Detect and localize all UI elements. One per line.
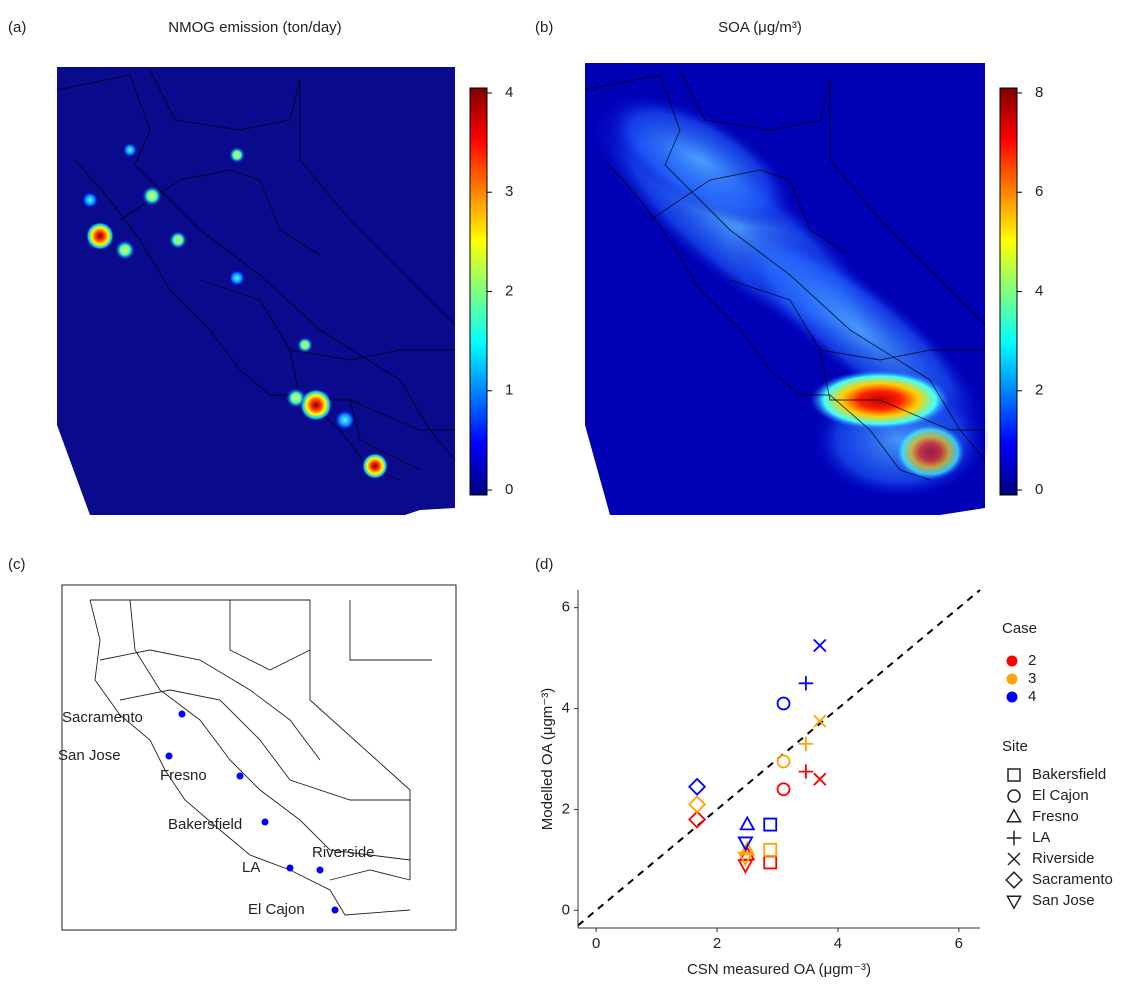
site-marker [261,818,269,826]
colorbar [999,87,1018,496]
y-tick-label: 0 [562,901,570,918]
site-marker [331,906,339,914]
colorbar-tick-label: 0 [1035,481,1043,498]
y-tick-label: 2 [562,800,570,817]
x-axis-label: CSN measured OA (μgm⁻³) [687,961,871,978]
x-tick-label: 0 [592,935,600,952]
point [688,810,707,829]
site-label: El Cajon [248,901,305,918]
colorbar-tick-label: 4 [505,84,513,101]
colorbar-tick-label: 3 [505,183,513,200]
point [763,817,778,832]
colorbar [469,87,488,496]
legend-shape [1007,768,1021,782]
panel-label: (c) [8,556,26,573]
point [813,638,827,653]
point [776,696,791,711]
point [688,777,707,796]
chart-title: SOA (μg/m³) [718,19,802,36]
legend-shape [1006,895,1022,910]
site-label: Riverside [312,844,375,861]
legend-title: Site [1002,738,1028,755]
legend-swatch [1006,673,1018,685]
x-tick-label: 4 [834,935,842,952]
point [763,855,778,870]
legend-label: Sacramento [1032,871,1113,888]
point [798,764,814,779]
colorbar-tick-label: 6 [1035,183,1043,200]
colorbar-tick-label: 4 [1035,282,1043,299]
legend-label: LA [1032,829,1050,846]
legend-swatch [1006,691,1018,703]
colorbar-tick-label: 2 [1035,382,1043,399]
y-tick-label: 6 [562,599,570,616]
point [776,754,791,769]
site-label: LA [242,859,260,876]
legend-shape [1005,871,1023,889]
chart-title: NMOG emission (ton/day) [168,19,341,36]
y-axis-label: Modelled OA (μgm⁻³) [539,688,556,830]
colorbar-tick-label: 0 [505,481,513,498]
site-label: San Jose [58,747,121,764]
x-tick-label: 6 [955,935,963,952]
map-b [584,63,990,515]
point [737,851,754,867]
point [798,736,814,752]
legend-label: 2 [1028,652,1036,669]
colorbar-tick-label: 2 [505,282,513,299]
y-tick-label: 4 [562,700,570,717]
map-a [56,67,456,515]
legend-shape [1006,830,1022,846]
point [798,676,814,691]
legend-label: Bakersfield [1032,766,1106,783]
site-marker [316,866,324,874]
panel-label: (b) [535,19,553,36]
panel-label: (d) [535,556,553,573]
site-label: Bakersfield [168,816,242,833]
site-label: Sacramento [62,709,143,726]
legend-shape [1007,852,1021,866]
x-tick-label: 2 [713,935,721,952]
point [739,840,756,856]
legend-label: Fresno [1032,808,1079,825]
point [813,714,827,728]
colorbar-tick-label: 8 [1035,84,1043,101]
point [737,836,754,852]
legend-swatch [1006,655,1018,667]
legend-label: Riverside [1032,850,1095,867]
legend-label: 4 [1028,688,1036,705]
site-label: Fresno [160,767,207,784]
legend-label: El Cajon [1032,787,1089,804]
point [739,815,756,831]
point [688,795,707,814]
point [763,842,778,857]
colorbar-tick-label: 1 [505,382,513,399]
site-marker [165,752,173,760]
panel-label: (a) [8,19,26,36]
legend-title: Case [1002,620,1037,637]
point [776,782,791,797]
map-c [61,584,457,931]
legend-label: 3 [1028,670,1036,687]
legend-shape [1006,808,1022,823]
site-marker [286,864,294,872]
site-marker [178,710,186,718]
legend-label: San Jose [1032,892,1095,909]
legend-shape [1007,789,1021,803]
point [737,859,754,875]
point [813,772,827,786]
site-marker [236,772,244,780]
